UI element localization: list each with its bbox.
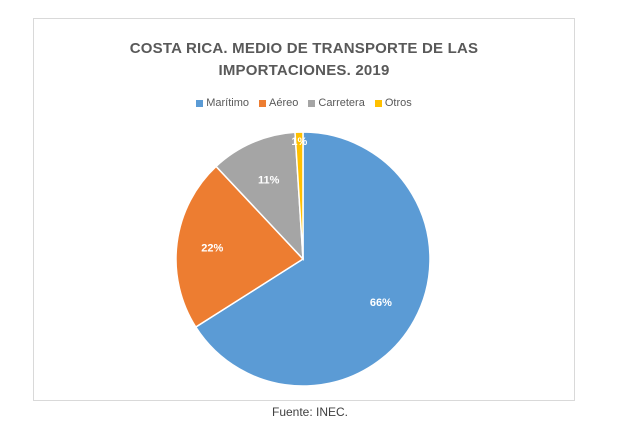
data-label-maritimo: 66% xyxy=(370,297,392,309)
legend-swatch-maritimo xyxy=(196,99,204,107)
legend-swatch-aereo xyxy=(259,99,267,107)
data-label-aereo: 22% xyxy=(201,243,223,255)
chart-legend: Marítimo Aéreo Carretera Otros xyxy=(34,97,574,109)
pie-slices xyxy=(175,131,431,387)
pie-data-labels: 66% 22% 11% 1% xyxy=(201,136,392,309)
legend-swatch-otros xyxy=(374,99,382,107)
legend-item-carretera: Carretera xyxy=(308,97,365,109)
chart-title-line-2: IMPORTACIONES. 2019 xyxy=(218,62,390,79)
pie-slice-otros xyxy=(294,131,304,260)
legend-label-aereo: Aéreo xyxy=(269,97,299,109)
chart-source-caption: Fuente: INEC. xyxy=(271,405,349,419)
data-label-carretera: 11% xyxy=(258,175,280,187)
legend-label-maritimo: Marítimo xyxy=(206,97,250,109)
pie-slice-carretera xyxy=(215,131,304,262)
legend-item-aereo: Aéreo xyxy=(259,97,298,109)
legend-item-maritimo: Marítimo xyxy=(196,97,249,109)
pie-slice-aereo xyxy=(175,165,305,329)
chart-title-line-1: COSTA RICA. MEDIO DE TRANSPORTE DE LAS xyxy=(129,40,479,57)
data-label-otros: 1% xyxy=(291,136,307,148)
pie-slice-maritimo xyxy=(194,131,431,387)
chart-title: COSTA RICA. MEDIO DE TRANSPORTE DE LAS I… xyxy=(34,38,574,82)
legend-label-otros: Otros xyxy=(384,97,412,109)
legend-label-carretera: Carretera xyxy=(318,97,365,109)
legend-swatch-carretera xyxy=(308,99,316,107)
chart-frame: COSTA RICA. MEDIO DE TRANSPORTE DE LAS I… xyxy=(33,18,575,401)
pie-chart: 66% 22% 11% 1% xyxy=(175,131,431,387)
legend-item-otros: Otros xyxy=(374,97,412,109)
